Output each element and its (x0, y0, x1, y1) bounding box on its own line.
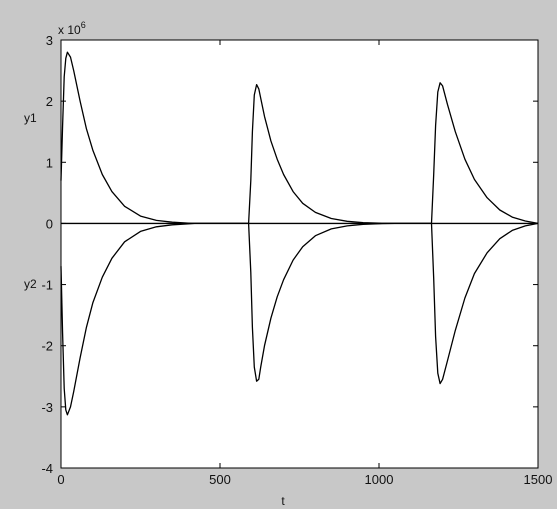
y-tick-label: 0 (46, 216, 53, 231)
y-tick-label: 3 (46, 33, 53, 48)
y-tick-label: -1 (41, 278, 53, 293)
y-tick-label: -2 (41, 339, 53, 354)
tick-layer: 0 500 1000 1500 3 2 1 0 -1 -2 -3 -4 (41, 33, 552, 487)
series-line-1 (60, 51, 539, 225)
x-tick-label: 1500 (524, 472, 553, 487)
plot-area (60, 39, 539, 469)
y-axis-label-bottom: y2 (24, 277, 37, 291)
series-line-2 (60, 222, 539, 416)
y-axis-label-top: y1 (24, 111, 37, 125)
x-tick-label: 500 (209, 472, 231, 487)
series-layer (60, 51, 539, 416)
y-tick-label: -4 (41, 461, 53, 476)
x-axis-label: t (281, 494, 285, 508)
x-tick-label: 0 (57, 472, 64, 487)
y-exponent-label: x 106 (58, 20, 86, 37)
y-exponent-power: 6 (81, 20, 86, 30)
x-tick-label: 1000 (365, 472, 394, 487)
y-tick-label: -3 (41, 400, 53, 415)
y-tick-label: 2 (46, 94, 53, 109)
y-tick-label: 1 (46, 155, 53, 170)
